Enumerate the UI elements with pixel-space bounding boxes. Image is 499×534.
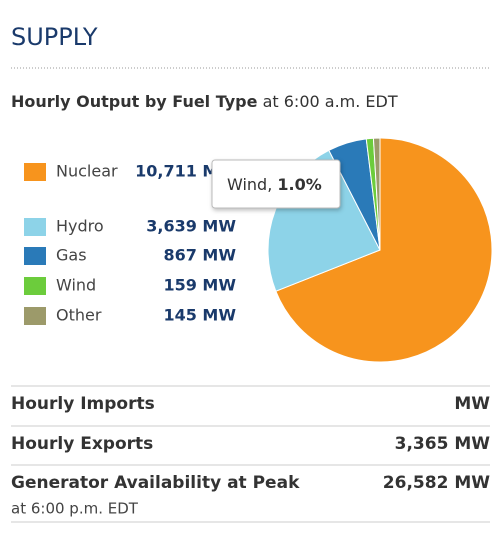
- legend-value: 145 MW: [163, 306, 236, 325]
- pie-slice: [275, 137, 493, 363]
- row-note: at 6:00 p.m. EDT: [11, 500, 139, 518]
- row-value: 26,582 MW: [383, 473, 490, 493]
- subtitle: Hourly Output by Fuel Type at 6:00 a.m. …: [11, 92, 398, 111]
- legend-swatch: [24, 247, 46, 265]
- tooltip-box: [211, 159, 341, 209]
- summary-table: Hourly Imports MW Hourly Exports 3,365 MW Ge…: [11, 385, 491, 523]
- legend-label: Nuclear: [56, 162, 118, 181]
- pie-slice: [372, 137, 381, 251]
- legend-swatch: [24, 277, 46, 295]
- row-value: 3,365 MW: [395, 434, 491, 454]
- tooltip-text: Wind, 1.0%: [227, 175, 322, 194]
- legend-value: 159 MW: [163, 276, 236, 295]
- legend-value: 3,639 MW: [146, 217, 236, 236]
- legend-swatch: [24, 307, 46, 325]
- legend: Nuclear 10,711 MW Hydro 3,639 MW Gas 867 MW Wi…: [24, 162, 236, 325]
- legend-label: Gas: [56, 246, 87, 265]
- tooltip-value: 1.0%: [277, 175, 321, 194]
- row-value: MW: [454, 394, 490, 414]
- legend-value: 867 MW: [163, 246, 236, 265]
- row-label: Hourly Exports: [11, 434, 153, 454]
- tooltip-label: Wind,: [227, 175, 272, 194]
- panel-title: SUPPLY: [11, 23, 98, 51]
- legend-label: Wind: [56, 276, 96, 295]
- legend-swatch: [24, 218, 46, 236]
- legend-swatch: [24, 163, 46, 181]
- row-label: Hourly Imports: [11, 394, 155, 414]
- legend-value: 10,711 MW: [135, 162, 236, 181]
- legend-label: Hydro: [56, 217, 104, 236]
- subtitle-rest: at 6:00 a.m. EDT: [263, 92, 398, 111]
- pie-chart: [267, 137, 493, 363]
- legend-label: Other: [56, 306, 102, 325]
- row-label: Generator Availability at Peak: [11, 473, 300, 493]
- subtitle-bold: Hourly Output by Fuel Type: [11, 92, 258, 111]
- tooltip: Wind, 1.0%: [211, 159, 341, 209]
